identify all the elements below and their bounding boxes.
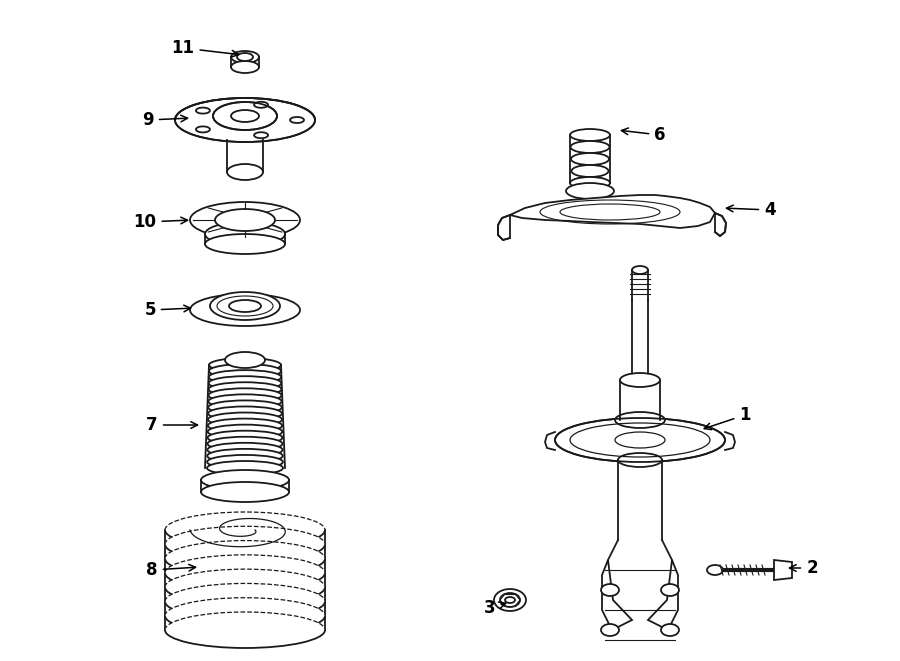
Text: 9: 9 [142,111,187,129]
Text: 3: 3 [484,599,506,617]
Ellipse shape [661,624,679,636]
Ellipse shape [566,183,614,199]
Text: 8: 8 [146,561,195,579]
Ellipse shape [208,437,283,451]
Ellipse shape [215,209,275,231]
Ellipse shape [196,126,210,132]
Ellipse shape [165,584,325,619]
Ellipse shape [165,612,325,648]
Ellipse shape [570,177,610,189]
Text: 6: 6 [622,126,666,144]
Polygon shape [715,213,726,236]
FancyBboxPatch shape [220,486,230,494]
Ellipse shape [210,292,280,320]
Text: 1: 1 [705,406,751,430]
Polygon shape [510,195,715,228]
Ellipse shape [208,418,283,432]
Ellipse shape [231,51,259,63]
Text: 5: 5 [144,301,191,319]
Ellipse shape [500,593,520,607]
Ellipse shape [165,555,325,591]
Ellipse shape [207,449,283,463]
Ellipse shape [208,412,282,426]
Ellipse shape [571,141,609,153]
Ellipse shape [165,541,325,576]
Ellipse shape [190,202,300,238]
Ellipse shape [615,412,665,428]
Ellipse shape [205,234,285,254]
Text: 7: 7 [146,416,197,434]
Ellipse shape [254,102,268,108]
FancyBboxPatch shape [260,486,270,494]
Ellipse shape [190,294,300,326]
Ellipse shape [213,102,277,130]
Ellipse shape [231,61,259,73]
Ellipse shape [601,584,619,596]
Ellipse shape [209,382,282,396]
Ellipse shape [165,526,325,563]
Ellipse shape [209,376,282,390]
Ellipse shape [237,53,253,61]
Ellipse shape [201,482,289,502]
Ellipse shape [209,364,281,378]
Ellipse shape [707,565,723,575]
Ellipse shape [207,443,283,457]
Ellipse shape [572,177,608,189]
Ellipse shape [165,598,325,634]
Ellipse shape [632,266,648,274]
Ellipse shape [208,424,283,439]
Polygon shape [774,560,792,580]
Ellipse shape [196,108,210,114]
Ellipse shape [601,624,619,636]
Ellipse shape [165,512,325,548]
Text: 10: 10 [133,213,187,231]
Ellipse shape [209,370,281,384]
Ellipse shape [225,352,265,368]
Ellipse shape [207,461,283,475]
Ellipse shape [618,453,662,467]
Polygon shape [602,560,632,630]
Ellipse shape [570,129,610,141]
Ellipse shape [201,470,289,490]
Ellipse shape [572,165,608,177]
Ellipse shape [208,431,283,445]
Ellipse shape [207,455,283,469]
Ellipse shape [209,388,282,403]
Text: 4: 4 [726,201,776,219]
Ellipse shape [205,222,285,246]
FancyBboxPatch shape [240,486,250,494]
Ellipse shape [208,395,282,408]
Ellipse shape [209,358,281,372]
Ellipse shape [165,569,325,605]
Ellipse shape [555,418,725,462]
Ellipse shape [208,401,282,414]
Ellipse shape [661,584,679,596]
Ellipse shape [231,110,259,122]
Text: 11: 11 [172,39,238,57]
Ellipse shape [254,132,268,138]
Ellipse shape [571,153,609,165]
Ellipse shape [229,300,261,312]
Ellipse shape [494,589,526,611]
Ellipse shape [175,98,315,142]
Ellipse shape [632,376,648,384]
Ellipse shape [227,164,263,180]
Polygon shape [648,560,678,630]
Ellipse shape [620,373,660,387]
Text: 2: 2 [789,559,818,577]
Polygon shape [498,215,510,240]
Ellipse shape [208,407,282,420]
Ellipse shape [290,117,304,123]
Ellipse shape [505,597,515,603]
